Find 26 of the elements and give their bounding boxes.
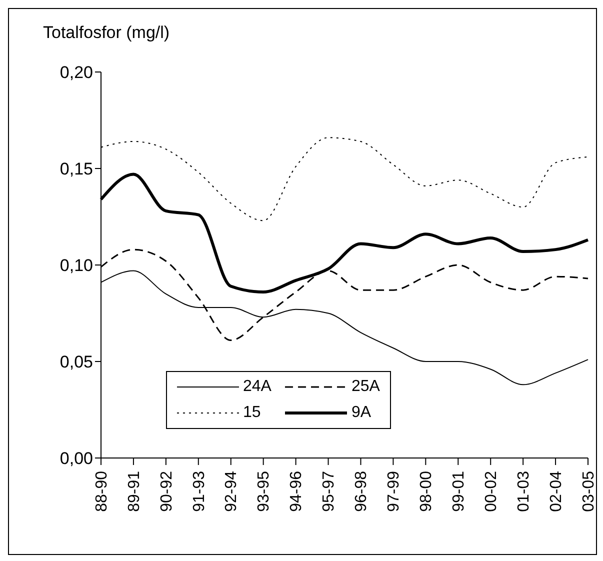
legend-label: 25A xyxy=(351,378,380,396)
x-tick-label: 95-97 xyxy=(320,470,338,512)
x-tick-label: 89-91 xyxy=(126,470,143,512)
x-tick-label: 98-00 xyxy=(418,470,436,512)
x-tick-label: 90-92 xyxy=(158,470,176,512)
x-tick-label: 02-04 xyxy=(548,470,565,512)
legend-label: 9A xyxy=(351,404,372,422)
x-tick-label: 99-01 xyxy=(450,470,468,512)
y-tick-label: 0,15 xyxy=(60,160,93,179)
x-tick-label: 91-93 xyxy=(190,470,208,512)
x-tick-label: 94-96 xyxy=(288,470,306,512)
x-tick-label: 01-03 xyxy=(515,470,532,512)
y-tick-label: 0,20 xyxy=(60,63,93,82)
y-axis-title: Totalfosfor (mg/l) xyxy=(43,23,170,43)
y-tick-label: 0,10 xyxy=(60,256,93,276)
x-tick-label: 96-98 xyxy=(353,470,370,512)
y-tick-label: 0,05 xyxy=(60,352,93,372)
x-tick-label: 93-95 xyxy=(256,470,273,512)
x-tick-label: 03-05 xyxy=(580,470,598,512)
x-tick-label: 00-02 xyxy=(482,470,500,512)
x-tick-label: 88-90 xyxy=(93,470,110,512)
legend-label: 15 xyxy=(243,404,261,422)
legend-label: 24A xyxy=(243,378,272,396)
x-tick-label: 97-99 xyxy=(386,470,403,512)
y-tick-label: 0,00 xyxy=(60,449,93,468)
x-tick-label: 92-94 xyxy=(223,470,240,512)
